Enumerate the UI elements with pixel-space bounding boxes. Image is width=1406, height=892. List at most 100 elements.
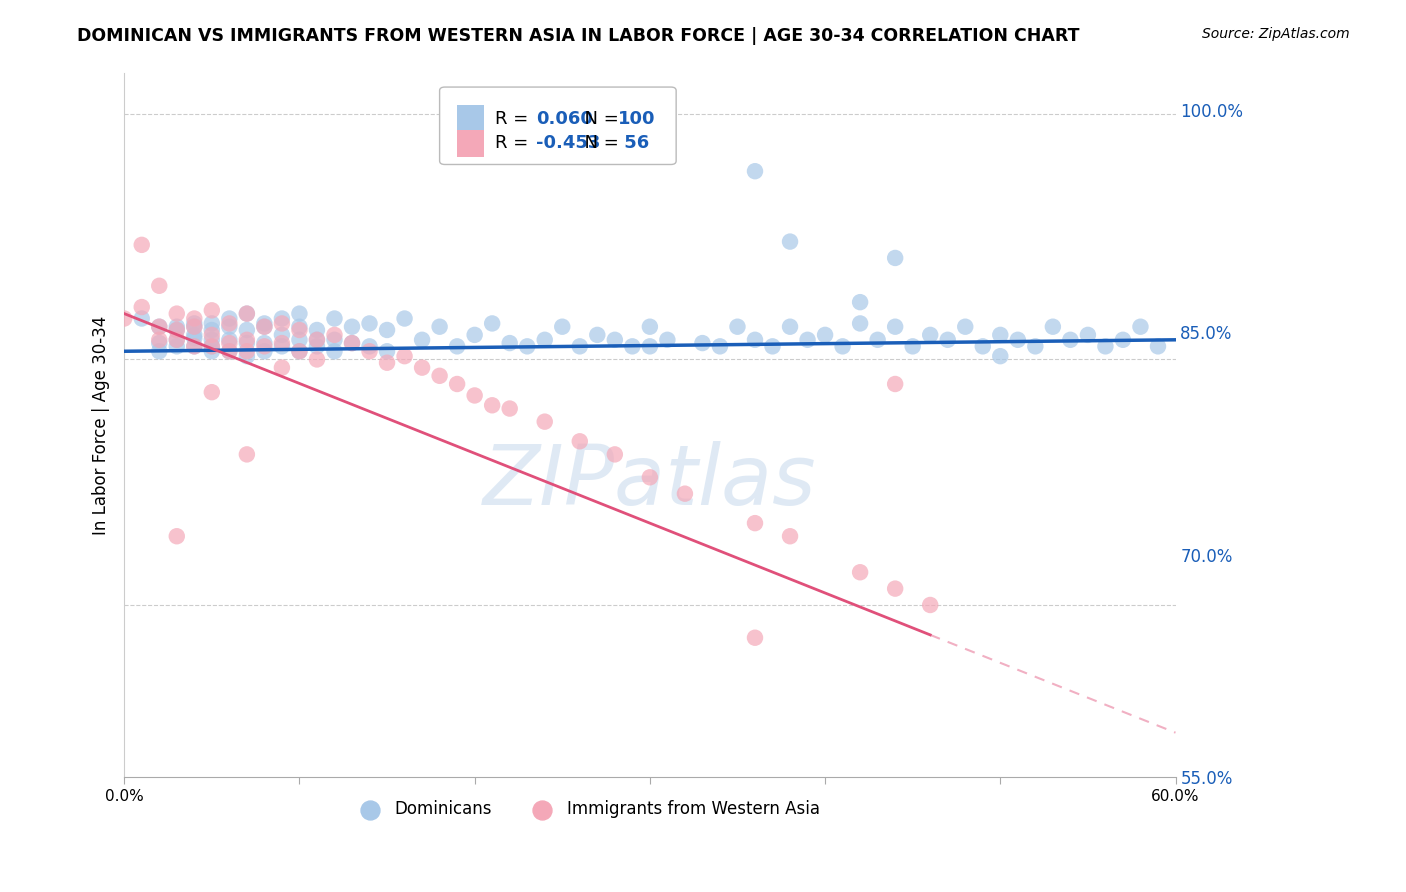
Point — [359, 344, 381, 359]
Point — [375, 323, 398, 337]
Point — [288, 344, 311, 359]
Point — [201, 385, 224, 400]
Point — [323, 311, 346, 326]
Point — [884, 319, 907, 334]
Point — [464, 327, 486, 342]
Point — [779, 529, 801, 543]
Text: N =: N = — [574, 135, 624, 153]
Point — [201, 327, 224, 342]
Point — [166, 339, 188, 353]
Point — [340, 336, 363, 351]
Point — [727, 319, 749, 334]
Point — [218, 319, 240, 334]
Point — [586, 327, 609, 342]
Point — [429, 368, 451, 383]
Text: 56: 56 — [619, 135, 650, 153]
Point — [271, 360, 294, 375]
Point — [516, 339, 538, 353]
Point — [638, 339, 661, 353]
Point — [901, 339, 924, 353]
Point — [148, 319, 170, 334]
Point — [1129, 319, 1152, 334]
Point — [884, 376, 907, 391]
Point — [183, 311, 205, 326]
Point — [831, 339, 853, 353]
Point — [551, 319, 574, 334]
Text: -0.453: -0.453 — [536, 135, 600, 153]
Text: 0.060: 0.060 — [536, 110, 593, 128]
Point — [166, 333, 188, 347]
Point — [638, 319, 661, 334]
Point — [166, 529, 188, 543]
Point — [499, 401, 522, 416]
Point — [253, 336, 276, 351]
Point — [638, 115, 661, 129]
Point — [236, 349, 259, 363]
Point — [533, 415, 555, 429]
Point — [236, 447, 259, 461]
Point — [201, 339, 224, 353]
Point — [271, 317, 294, 331]
Point — [218, 317, 240, 331]
Text: Source: ZipAtlas.com: Source: ZipAtlas.com — [1202, 27, 1350, 41]
Text: 100: 100 — [619, 110, 655, 128]
Point — [779, 319, 801, 334]
Point — [305, 339, 328, 353]
Point — [201, 333, 224, 347]
Point — [201, 317, 224, 331]
Point — [148, 278, 170, 293]
Point — [955, 319, 977, 334]
Point — [112, 311, 135, 326]
Point — [236, 323, 259, 337]
Point — [288, 307, 311, 321]
Point — [411, 333, 433, 347]
Point — [166, 333, 188, 347]
Point — [1112, 333, 1135, 347]
Point — [988, 349, 1011, 363]
Point — [375, 344, 398, 359]
Point — [1042, 319, 1064, 334]
Point — [323, 344, 346, 359]
Point — [148, 344, 170, 359]
Point — [603, 333, 626, 347]
Text: ZIPatlas: ZIPatlas — [484, 441, 817, 522]
Point — [394, 311, 416, 326]
Point — [131, 311, 153, 326]
Point — [305, 333, 328, 347]
Point — [673, 486, 696, 500]
Point — [621, 339, 644, 353]
Point — [305, 323, 328, 337]
Point — [568, 434, 591, 449]
Point — [131, 300, 153, 314]
Point — [236, 336, 259, 351]
Point — [533, 333, 555, 347]
Point — [744, 631, 766, 645]
Point — [481, 398, 503, 412]
Point — [411, 360, 433, 375]
Point — [253, 317, 276, 331]
Point — [814, 327, 837, 342]
Point — [218, 336, 240, 351]
Point — [446, 339, 468, 353]
Point — [288, 323, 311, 337]
Point — [866, 333, 889, 347]
Point — [148, 333, 170, 347]
Point — [236, 307, 259, 321]
Point — [271, 339, 294, 353]
Point — [499, 336, 522, 351]
Point — [218, 344, 240, 359]
Point — [849, 317, 872, 331]
Point — [481, 317, 503, 331]
Bar — [457, 130, 484, 157]
Point — [1094, 339, 1116, 353]
Point — [201, 339, 224, 353]
Point — [166, 319, 188, 334]
Point — [183, 339, 205, 353]
Point — [340, 319, 363, 334]
Point — [375, 356, 398, 370]
Point — [1007, 333, 1029, 347]
Point — [183, 339, 205, 353]
Y-axis label: In Labor Force | Age 30-34: In Labor Force | Age 30-34 — [93, 315, 110, 534]
Point — [429, 319, 451, 334]
Point — [183, 317, 205, 331]
